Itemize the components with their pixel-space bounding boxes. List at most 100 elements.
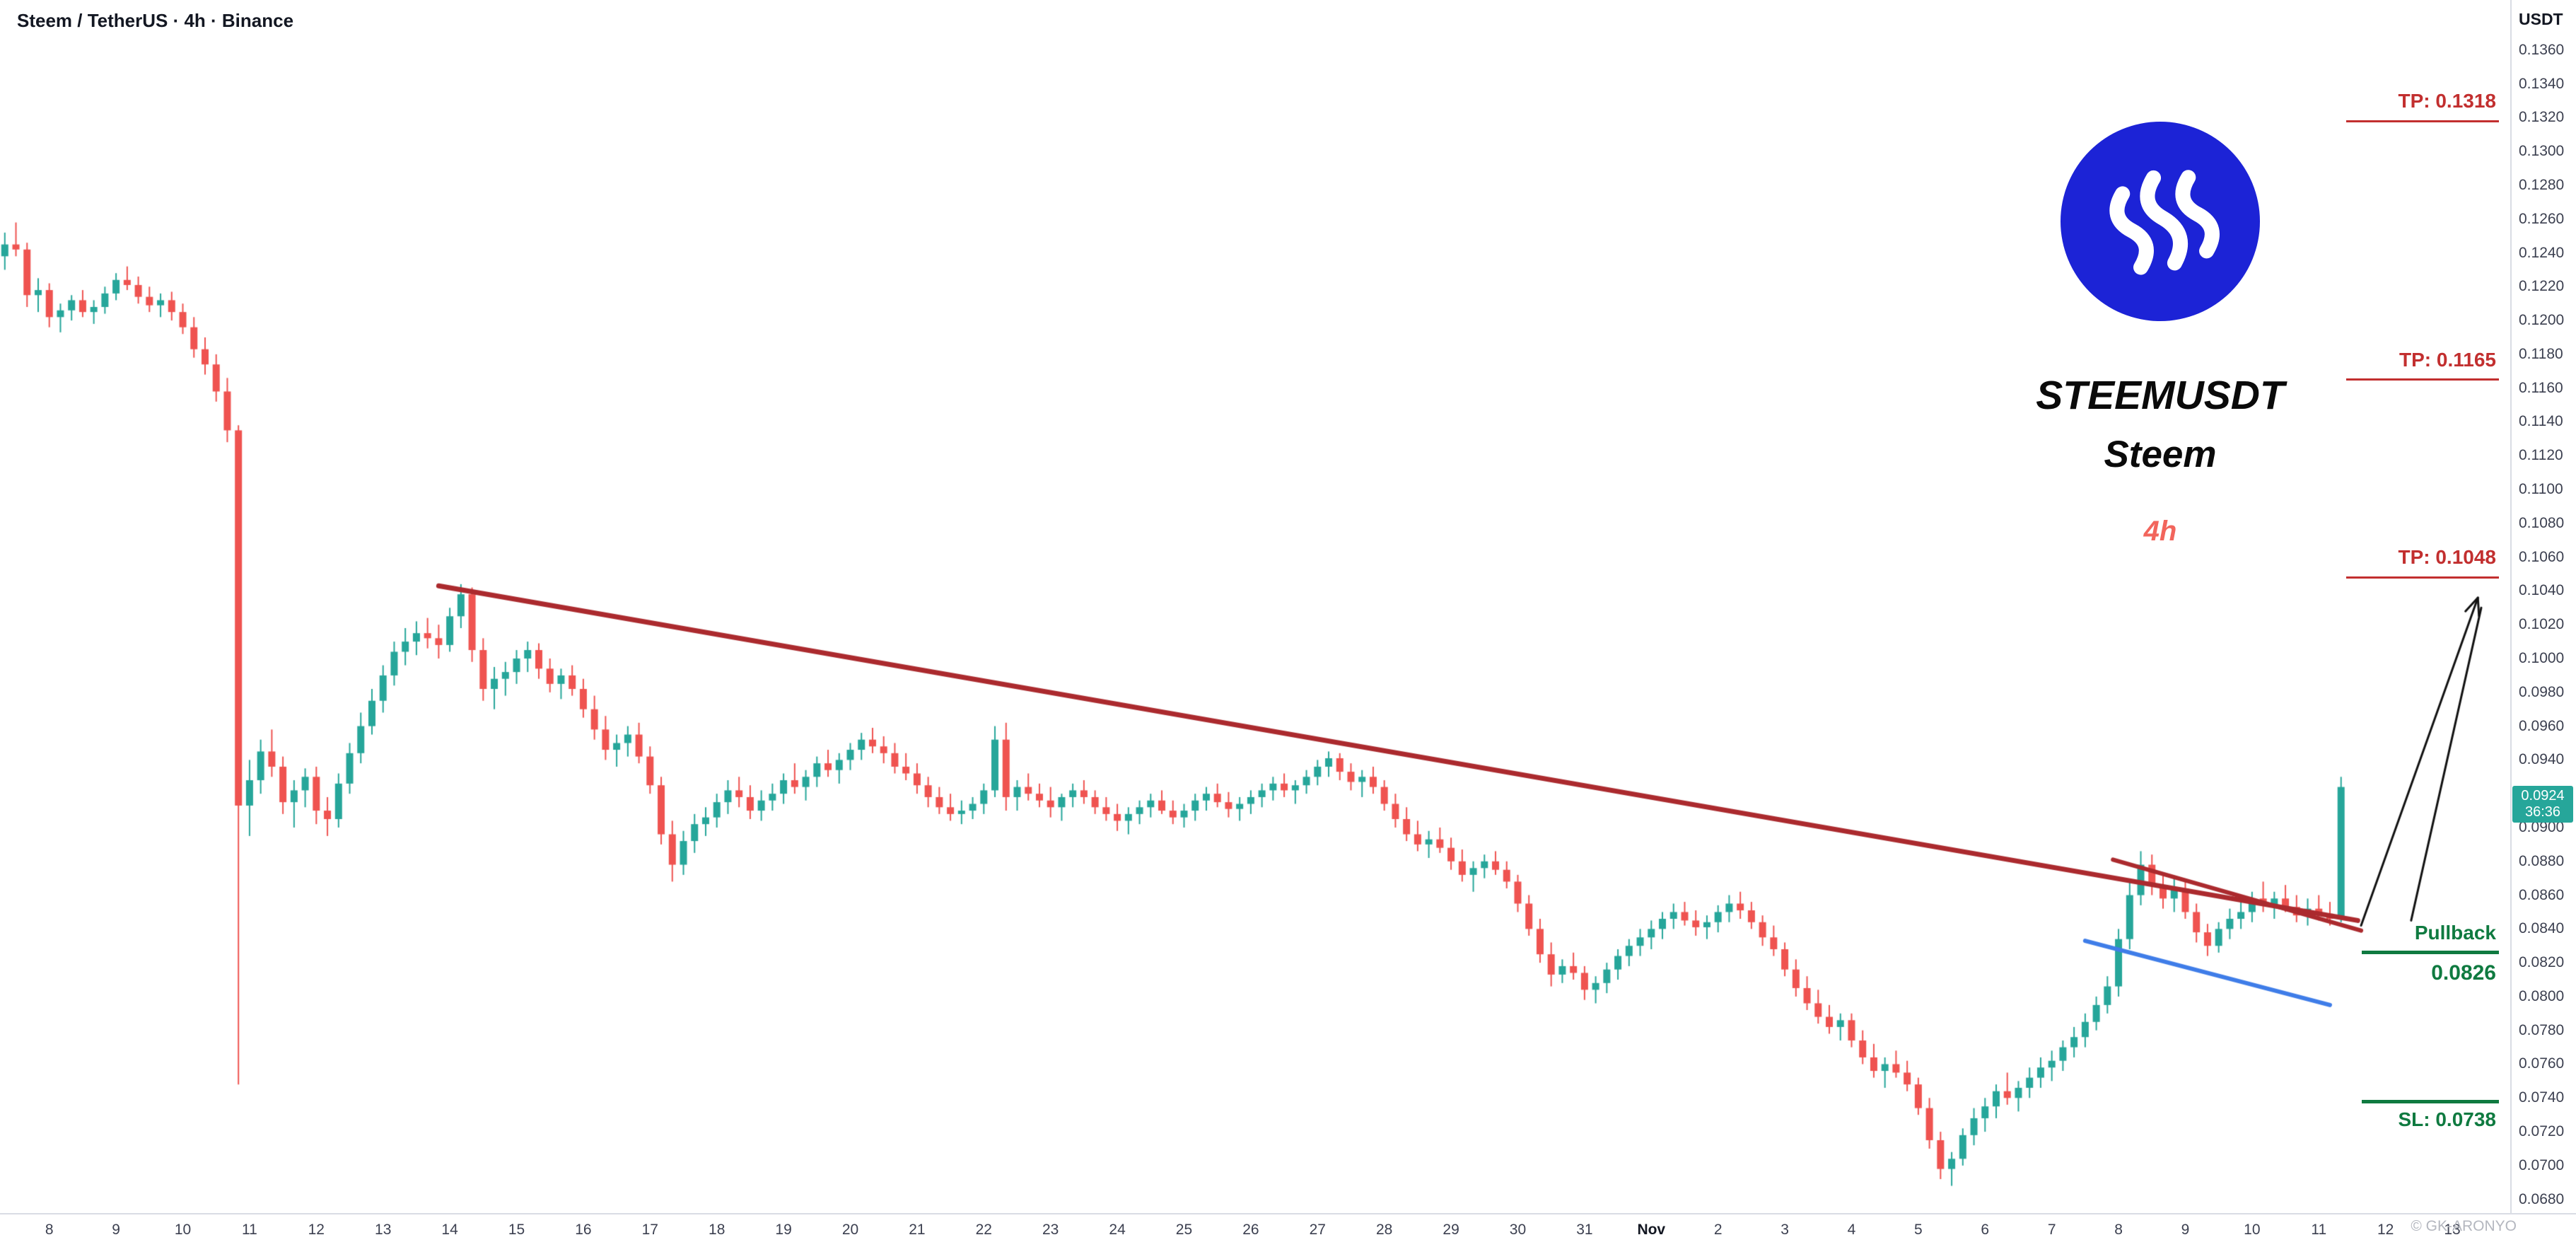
time-tick-label: 7 xyxy=(2047,1222,2056,1238)
price-axis-unit-label: USDT xyxy=(2519,10,2563,28)
price-tick-label: 0.0980 xyxy=(2519,683,2565,700)
price-tick-label: 0.0700 xyxy=(2519,1156,2565,1173)
level-label-tp1[interactable]: TP: 0.1318 xyxy=(2398,90,2496,112)
time-tick-label: 5 xyxy=(1914,1222,1923,1238)
time-tick-label: 9 xyxy=(2181,1222,2190,1238)
level-line-pullback[interactable] xyxy=(2362,951,2499,955)
levels-layer: TP: 0.1318 TP: 0.1165 TP: 0.1048 Pullback 0.… xyxy=(2346,90,2499,1131)
bar-countdown: 36:36 xyxy=(2524,804,2561,820)
time-tick-label: 18 xyxy=(709,1222,725,1238)
time-tick-label: 9 xyxy=(112,1222,120,1238)
time-tick-label: 6 xyxy=(1981,1222,1990,1238)
time-tick-label: 16 xyxy=(575,1222,592,1238)
price-tick-label: 0.0780 xyxy=(2519,1021,2565,1038)
symbol-annotation-block: STEEMUSDT Steem 4h xyxy=(1948,122,2372,547)
price-tick-label: 0.1160 xyxy=(2519,379,2563,396)
level-label-tp2[interactable]: TP: 0.1165 xyxy=(2399,348,2496,371)
price-tick-label: 0.1200 xyxy=(2519,312,2565,329)
time-tick-label: 27 xyxy=(1309,1222,1326,1238)
time-tick-label: 8 xyxy=(2114,1222,2123,1238)
time-tick-label: 21 xyxy=(909,1222,926,1238)
price-tick-label: 0.0940 xyxy=(2519,751,2565,768)
time-tick-label: 22 xyxy=(975,1222,992,1238)
time-tick-label: 10 xyxy=(2244,1222,2261,1238)
price-tick-label: 0.1080 xyxy=(2519,514,2565,531)
time-tick-label: Nov xyxy=(1637,1222,1666,1238)
annotation-symbol-text: STEEMUSDT xyxy=(2036,373,2285,418)
level-line-tp2[interactable] xyxy=(2346,378,2499,381)
price-tick-label: 0.0820 xyxy=(2519,954,2565,971)
current-price-value: 0.0924 xyxy=(2521,787,2565,804)
time-tick-label: 25 xyxy=(1175,1222,1193,1238)
time-tick-label: 4 xyxy=(1847,1222,1856,1238)
price-tick-label: 0.1100 xyxy=(2519,481,2563,498)
axis-separator-vertical xyxy=(2510,0,2512,1247)
time-tick-label: 8 xyxy=(45,1222,54,1238)
current-price-badge: 0.0924 36:36 xyxy=(2512,785,2573,823)
annotation-name-text: Steem xyxy=(2104,434,2217,475)
time-tick-label: 23 xyxy=(1042,1222,1059,1238)
time-tick-label: 14 xyxy=(441,1222,458,1238)
price-tick-label: 0.0840 xyxy=(2519,920,2565,937)
price-tick-label: 0.1240 xyxy=(2519,244,2565,261)
price-tick-label: 0.0900 xyxy=(2519,818,2565,835)
price-tick-label: 0.1300 xyxy=(2519,143,2565,160)
price-tick-label: 0.1120 xyxy=(2519,447,2563,464)
time-tick-label: 17 xyxy=(641,1222,658,1238)
price-tick-label: 0.1040 xyxy=(2519,582,2565,599)
time-tick-label: 10 xyxy=(174,1222,192,1238)
price-tick-label: 0.0960 xyxy=(2519,717,2565,734)
level-price-label-pullback[interactable]: 0.0826 xyxy=(2431,961,2496,985)
price-tick-label: 0.0860 xyxy=(2519,886,2565,903)
price-tick-label: 0.0720 xyxy=(2519,1123,2565,1140)
price-tick-label: 0.1000 xyxy=(2519,650,2565,666)
price-tick-label: 0.1220 xyxy=(2519,278,2565,295)
price-axis[interactable]: USDT 0.1360 0.1340 0.1320 0.1300 0.1280 0.126… xyxy=(2512,0,2576,1213)
axis-separator-horizontal xyxy=(0,1213,2576,1214)
price-tick-label: 0.0760 xyxy=(2519,1055,2565,1072)
time-tick-label: 19 xyxy=(775,1222,792,1238)
level-line-tp3[interactable] xyxy=(2346,576,2499,579)
price-tick-label: 0.1020 xyxy=(2519,616,2565,633)
time-tick-label: 29 xyxy=(1443,1222,1459,1238)
time-tick-label: 31 xyxy=(1576,1222,1593,1238)
price-tick-label: 0.0800 xyxy=(2519,987,2565,1004)
price-tick-label: 0.0680 xyxy=(2519,1190,2565,1207)
time-tick-label: 24 xyxy=(1109,1222,1126,1238)
price-tick-label: 0.1180 xyxy=(2519,345,2563,362)
time-tick-label: 3 xyxy=(1781,1222,1789,1238)
time-tick-label: 13 xyxy=(375,1222,392,1238)
time-tick-label: 12 xyxy=(308,1222,325,1238)
time-tick-label: 26 xyxy=(1242,1222,1259,1238)
level-label-tp3[interactable]: TP: 0.1048 xyxy=(2398,546,2496,569)
time-axis[interactable]: 8 9 10 11 12 13 14 15 16 17 18 19 20 21 22 23 24 25 26 27 28… xyxy=(0,1214,2576,1247)
price-tick-label: 0.0740 xyxy=(2519,1089,2565,1106)
time-tick-label: 13 xyxy=(2444,1222,2461,1238)
price-tick-label: 0.1140 xyxy=(2519,413,2563,430)
level-label-pullback[interactable]: Pullback xyxy=(2414,921,2496,944)
steem-logo-wave-left xyxy=(2109,186,2154,275)
time-tick-label: 11 xyxy=(2311,1222,2327,1238)
price-tick-label: 0.1260 xyxy=(2519,210,2565,227)
level-label-sl[interactable]: SL: 0.0738 xyxy=(2398,1108,2496,1131)
price-tick-label: 0.0880 xyxy=(2519,852,2565,869)
price-tick-label: 0.1360 xyxy=(2519,41,2565,58)
time-tick-label: 15 xyxy=(508,1222,525,1238)
price-tick-label: 0.1340 xyxy=(2519,75,2565,92)
time-tick-label: 30 xyxy=(1509,1222,1527,1238)
chart-legend-symbol-title[interactable]: Steem / TetherUS · 4h · Binance xyxy=(17,10,294,31)
steem-logo-wave-middle xyxy=(2140,170,2189,271)
steem-logo xyxy=(2061,122,2260,321)
time-tick-label: 20 xyxy=(841,1222,859,1238)
time-tick-label: 12 xyxy=(2377,1222,2394,1238)
price-tick-label: 0.1060 xyxy=(2519,548,2565,565)
time-tick-label: 11 xyxy=(242,1222,257,1238)
level-line-tp1[interactable] xyxy=(2346,120,2499,122)
author-watermark: © GK-ARONYO xyxy=(2411,1218,2517,1234)
level-line-sl[interactable] xyxy=(2362,1099,2499,1103)
price-tick-label: 0.1280 xyxy=(2519,176,2565,193)
price-tick-label: 0.1320 xyxy=(2519,109,2565,126)
steem-logo-wave-right xyxy=(2175,170,2220,259)
time-tick-label: 28 xyxy=(1376,1222,1393,1238)
time-tick-label: 2 xyxy=(1713,1222,1723,1238)
